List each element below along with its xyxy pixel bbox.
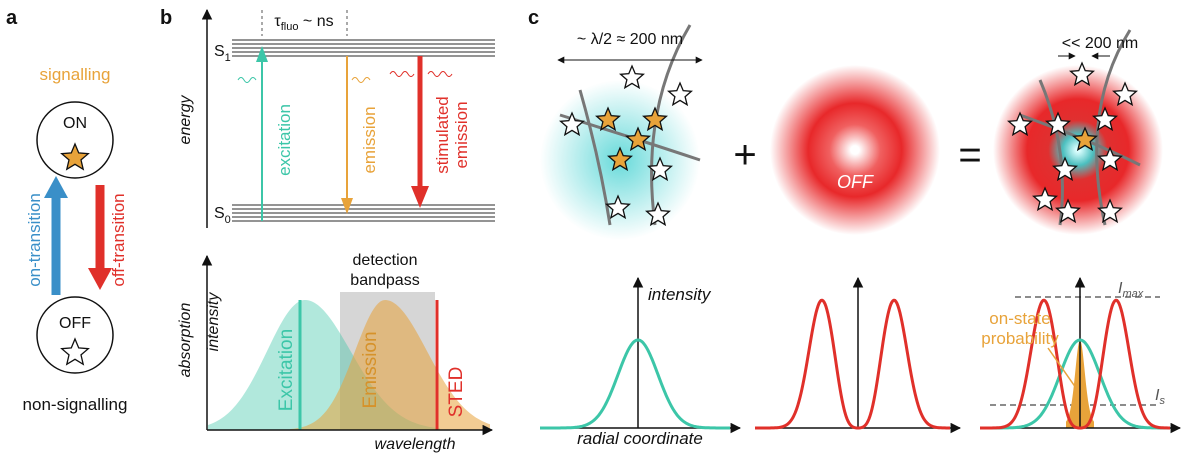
stimulated-label: emission — [452, 101, 471, 168]
star — [1091, 106, 1119, 132]
s0-symbol: S — [214, 205, 225, 222]
filament — [578, 89, 612, 226]
energy-label: energy — [177, 95, 194, 145]
x-label: wavelength — [375, 436, 456, 453]
photon — [427, 71, 453, 77]
pointer — [1047, 347, 1077, 389]
s0-subscript: 0 — [225, 214, 231, 226]
star — [558, 111, 586, 137]
is-label: Is — [1155, 387, 1165, 407]
tau-rest: ~ ns — [298, 13, 333, 30]
off-transition-label: off-transition — [109, 193, 128, 286]
on-state-label: on-state — [989, 309, 1050, 328]
panel-label: b — [160, 7, 172, 29]
panel-b: b energy S1 S0 τfluo ~ ns excitation emi… — [160, 7, 495, 453]
panel-label: c — [528, 7, 539, 29]
star — [618, 64, 646, 90]
on-label: ON — [63, 115, 87, 132]
excitation-band-label: Excitation — [276, 329, 297, 411]
star — [604, 194, 632, 220]
star — [1054, 198, 1082, 224]
y-label: intensity — [205, 292, 222, 352]
off-label: OFF — [59, 315, 91, 332]
panel-label: a — [6, 7, 18, 29]
star — [1071, 126, 1099, 152]
imax-symbol: I — [1118, 280, 1123, 297]
excitation-arrow-head — [256, 46, 268, 62]
emission-band-label: Emission — [360, 331, 381, 408]
photon — [351, 77, 371, 83]
star — [1068, 61, 1096, 87]
stimulated-label: stimulated — [433, 96, 452, 173]
emission-arrow-head — [341, 198, 353, 214]
off-arrow-head — [88, 268, 112, 290]
s0-label: S0 — [214, 205, 231, 226]
depletion-profile — [755, 298, 950, 430]
off-label: OFF — [837, 172, 874, 192]
stimulated-arrow-head — [411, 186, 429, 208]
star — [641, 106, 669, 132]
star — [1044, 111, 1072, 137]
energy-levels — [232, 39, 495, 222]
on-transition-label: on-transition — [25, 193, 44, 287]
s1-symbol: S — [214, 43, 225, 60]
star — [594, 106, 622, 132]
photon — [389, 71, 415, 77]
excitation-profile — [540, 338, 730, 430]
sted-donut — [770, 65, 940, 235]
signalling-label: signalling — [40, 65, 111, 84]
star — [644, 201, 672, 227]
excitation-profile — [980, 338, 1170, 430]
on-state-label: probability — [981, 329, 1059, 348]
imax-subscript: max — [1122, 288, 1143, 300]
equals: = — [958, 133, 981, 177]
star — [1096, 146, 1124, 172]
photon — [237, 77, 257, 83]
off-state-circle — [36, 296, 114, 374]
emission-label: emission — [360, 106, 379, 173]
is-symbol: I — [1155, 387, 1160, 404]
plus: + — [733, 133, 756, 177]
s1-subscript: 1 — [225, 52, 231, 64]
bandpass-label: detection — [353, 252, 418, 269]
star — [60, 337, 90, 366]
y-label: absorption — [177, 303, 194, 378]
star — [60, 142, 90, 171]
star — [606, 146, 634, 172]
emission-spectrum — [290, 300, 490, 430]
s1-label: S1 — [214, 43, 231, 64]
bandpass-label: bandpass — [350, 272, 419, 289]
excitation-spectrum — [208, 300, 440, 430]
on-arrow-head — [44, 176, 68, 198]
star — [1096, 198, 1124, 224]
sted-label: STED — [446, 367, 467, 418]
small-size-label: << 200 nm — [1062, 35, 1139, 52]
star — [646, 156, 674, 182]
is-subscript: s — [1159, 395, 1165, 407]
profiles — [540, 276, 1182, 434]
star — [1006, 111, 1034, 137]
star — [1031, 186, 1059, 212]
star — [666, 81, 694, 107]
panel-a: a signalling ON OFF on-transition off-tr… — [6, 7, 128, 414]
imax-label: Imax — [1118, 280, 1144, 300]
non-signalling-label: non-signalling — [23, 395, 128, 414]
star — [1051, 156, 1079, 182]
tau-subscript: fluo — [281, 21, 299, 33]
excitation-label: excitation — [275, 104, 294, 176]
intensity-label: intensity — [648, 285, 712, 304]
tau-symbol: τ — [274, 13, 281, 30]
on-state-circle — [36, 101, 114, 179]
star — [1111, 81, 1139, 107]
fluorophores — [558, 61, 1139, 227]
radial-label: radial coordinate — [577, 429, 703, 448]
lifetime-label: τfluo ~ ns — [274, 13, 333, 33]
depletion-profile — [980, 298, 1170, 430]
size-label: ~ λ/2 ≈ 200 nm — [577, 31, 683, 48]
star — [624, 126, 652, 152]
panel-c: c ~ λ/2 ≈ 200 nm + OFF = << 200 nm inten… — [528, 7, 1182, 448]
